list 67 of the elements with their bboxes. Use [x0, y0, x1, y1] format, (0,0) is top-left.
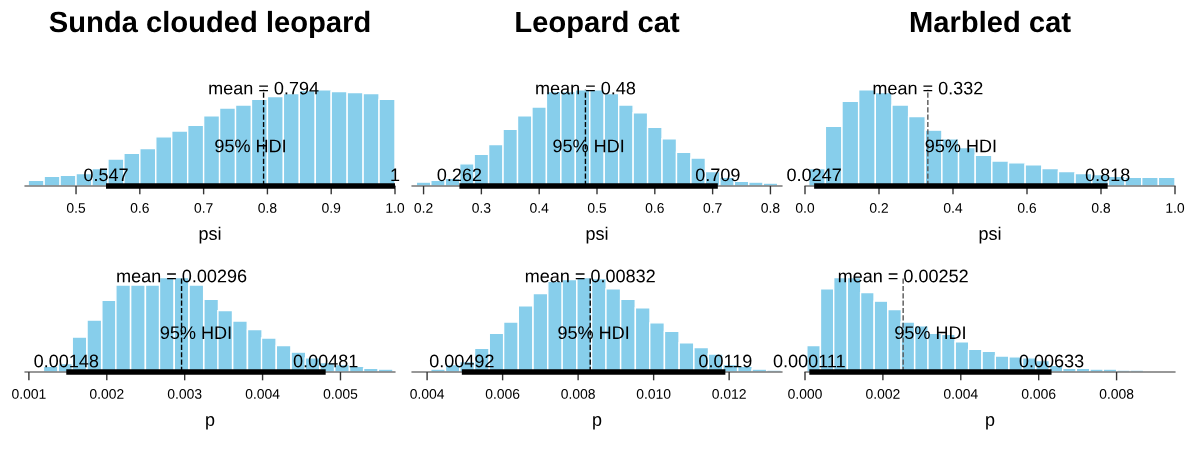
x-tick-label: 0.004	[245, 389, 280, 399]
ref-line-label: mean = 0.00296	[117, 269, 247, 283]
annotation: 0.00148	[34, 354, 99, 368]
x-tick-label: 0.8	[258, 203, 277, 213]
annotation: 95% HDI	[895, 326, 965, 340]
x-tick-label: 0.6	[645, 203, 664, 213]
x-tick-label: 1.0	[1166, 203, 1185, 213]
x-tick-label: 0.5	[587, 203, 607, 213]
x-tick-label: 0.010	[636, 389, 671, 399]
annotation: 95% HDI	[215, 139, 285, 153]
x-tick-label: 0.8	[1091, 203, 1111, 213]
x-tick-label: 0.5	[66, 203, 86, 213]
x-tick-label: 0.008	[1099, 389, 1134, 399]
x-tick-label: 0.0	[795, 203, 815, 213]
annotation: 0.0247	[787, 168, 841, 182]
x-tick-label: 0.004	[943, 389, 978, 399]
x-tick-label: 0.6	[130, 203, 149, 213]
x-tick-label: 0.2	[869, 203, 888, 213]
ref-line-label: mean = 0.48	[536, 81, 636, 95]
ref-line-label: mean = 0.794	[209, 81, 319, 95]
chart-title: Sunda clouded leopard	[49, 10, 370, 39]
x-tick-label: 0.3	[472, 203, 491, 213]
annotation: 95% HDI	[553, 139, 624, 153]
x-tick-label: 0.9	[322, 203, 341, 213]
x-tick-label: 0.006	[485, 389, 520, 399]
annotation: 0.00492	[429, 354, 494, 368]
annotation: 0.000111	[773, 354, 845, 368]
x-axis-title: p	[206, 416, 215, 430]
annotation: 0.0119	[699, 354, 752, 368]
annotation: 0.00633	[1019, 354, 1084, 368]
x-tick-label: 0.002	[866, 389, 900, 399]
x-tick-label: 0.005	[323, 389, 358, 399]
annotation: 95% HDI	[160, 326, 231, 340]
x-tick-label: 0.006	[1021, 389, 1056, 399]
annotation: 0.818	[1085, 168, 1130, 182]
x-tick-label: 0.4	[943, 203, 963, 213]
x-tick-label: 0.2	[414, 203, 433, 213]
chart-title: Marbled cat	[910, 10, 1071, 33]
x-tick-label: 0.012	[712, 389, 746, 399]
annotation: 95% HDI	[558, 326, 629, 340]
x-tick-label: 0.8	[761, 203, 780, 213]
x-tick-label: 0.003	[167, 389, 202, 399]
annotation: 95% HDI	[925, 139, 996, 153]
x-tick-label: 0.000	[788, 389, 822, 399]
x-axis-title: p	[986, 416, 995, 430]
annotation: 1	[391, 168, 400, 182]
ref-line-label: mean = 0.00252	[838, 269, 968, 283]
x-tick-label: 0.001	[12, 389, 46, 399]
x-tick-label: 0.4	[530, 203, 549, 213]
annotation: 0.709	[695, 168, 740, 182]
x-axis-title: psi	[979, 226, 1001, 244]
x-axis-title: p	[593, 416, 602, 430]
x-tick-label: 0.002	[89, 389, 124, 399]
x-tick-label: 0.004	[410, 389, 445, 399]
ref-line-label: mean = 0.00832	[525, 269, 655, 283]
x-axis-title: psi	[586, 226, 608, 244]
x-tick-label: 1.0	[386, 203, 405, 213]
x-tick-label: 0.008	[561, 389, 595, 399]
x-tick-label: 0.7	[194, 203, 213, 213]
annotation: 0.262	[437, 168, 482, 182]
x-tick-label: 0.7	[703, 203, 722, 213]
annotation: 0.547	[84, 168, 128, 182]
x-axis-title: psi	[199, 226, 221, 244]
x-tick-label: 0.6	[1017, 203, 1037, 213]
chart-title: Leopard cat	[516, 10, 680, 39]
annotation: 0.00481	[293, 354, 358, 368]
ref-line-label: mean = 0.332	[873, 81, 983, 95]
